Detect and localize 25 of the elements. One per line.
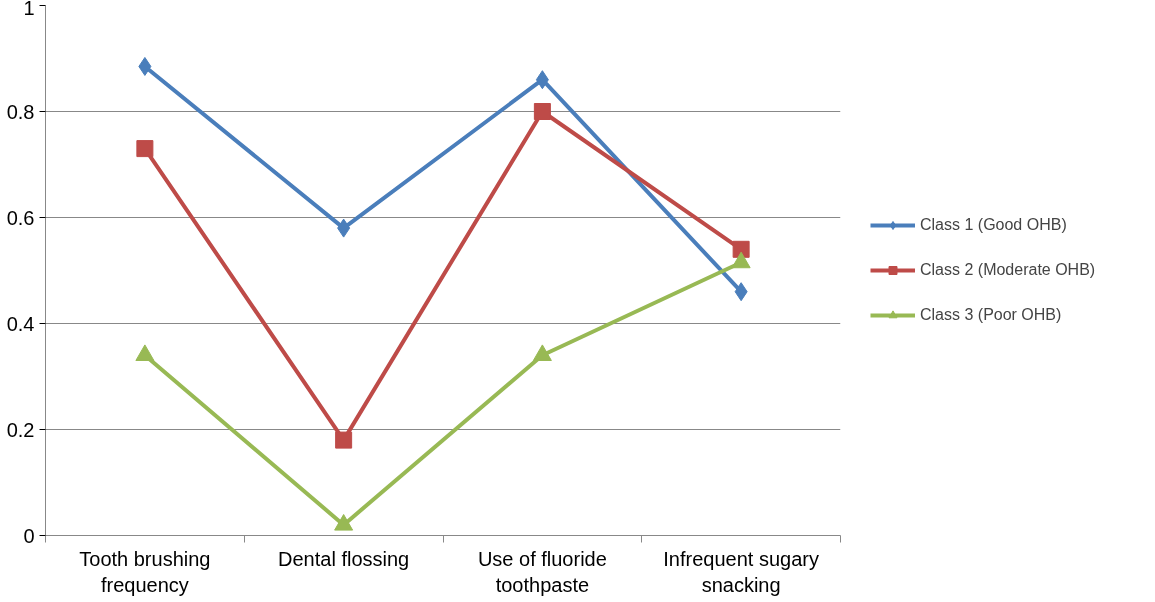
point [533, 103, 551, 120]
legend-label: Class 1 (Good OHB) [920, 216, 1067, 234]
point [731, 251, 751, 269]
y-tick-label: 1 [23, 0, 35, 19]
point [138, 56, 152, 76]
point [732, 240, 750, 258]
legend-label: Class 3 (Poor OHB) [920, 306, 1062, 324]
x-tick-label: Infrequent sugary snacking [663, 547, 819, 596]
point [136, 140, 154, 158]
x-tick-label: Use of fluoride toothpaste [477, 547, 607, 596]
x-tick-label: Dental flossing [278, 547, 410, 570]
y-tick-label: 0.6 [6, 206, 35, 229]
point [337, 218, 351, 238]
y-tick-label: 0.4 [6, 312, 35, 335]
point [334, 514, 354, 531]
point [135, 344, 155, 361]
point [535, 70, 549, 90]
y-tick-label: 0.8 [6, 100, 35, 123]
legend-label: Class 2 (Moderate OHB) [920, 261, 1096, 279]
x-tick-label: Tooth brushing frequency [79, 547, 211, 596]
y-tick-label: 0 [23, 524, 35, 547]
y-tick-label: 0.2 [6, 418, 35, 441]
point [734, 282, 748, 302]
point [532, 344, 552, 361]
point [335, 431, 353, 449]
